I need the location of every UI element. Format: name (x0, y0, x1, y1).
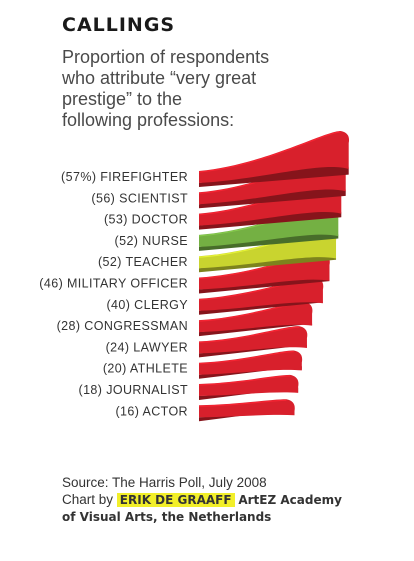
bar-highlight (198, 399, 287, 407)
chart-subtitle: Proportion of respondents who attribute … (62, 47, 302, 131)
bar-front-face (199, 131, 350, 183)
bar-highlight (198, 326, 299, 343)
bar-firefighter (198, 131, 350, 187)
category-label: (46) MILITARY OFFICER (39, 277, 188, 291)
bar-highlight (198, 375, 291, 386)
subtitle-line: prestige” to the (62, 89, 183, 109)
category-label: (20) ATHLETE (103, 362, 188, 376)
category-label: (16) ACTOR (115, 404, 188, 418)
bar-highlight (198, 131, 341, 173)
bar-clergy (198, 277, 324, 315)
bar-front-face (199, 277, 324, 311)
subtitle-line: Proportion of respondents (62, 47, 270, 67)
category-label: (52) NURSE (115, 234, 188, 248)
bar-front-face (199, 374, 299, 396)
institution-name: ArtEZ Academy (238, 493, 342, 507)
source-note: Source: The Harris Poll, July 2008 (62, 475, 267, 490)
author-name: ERIK DE GRAAFF (116, 493, 235, 507)
bar-highlight (198, 350, 294, 365)
bar-front-face (199, 326, 308, 354)
credit-prefix: Chart by (62, 492, 114, 507)
subtitle-line: following professions: (62, 110, 235, 130)
category-label: (52) TEACHER (98, 255, 188, 269)
bar-front-face (199, 301, 313, 333)
bar-athlete (198, 350, 303, 379)
bar-side-face (199, 321, 313, 337)
bar-lawyer (198, 326, 308, 358)
institution-location: of Visual Arts, the Netherlands (62, 510, 272, 524)
subtitle-line: who attribute “very great (62, 68, 257, 88)
category-label: (24) LAWYER (106, 340, 188, 354)
category-label: (18) JOURNALIST (79, 383, 189, 397)
category-label: (40) CLERGY (106, 298, 188, 312)
category-label: (56) SCIENTIST (91, 191, 188, 205)
bar-side-face (199, 298, 323, 315)
bar-side-face (199, 344, 307, 358)
bar-front-face (199, 399, 295, 418)
chart-title: CALLINGS (62, 14, 176, 36)
bar-actor (198, 399, 295, 422)
category-label: (28) CONGRESSMAN (57, 319, 188, 333)
bar-front-face (199, 350, 303, 375)
bar-journalist (198, 374, 299, 400)
category-label: (53) DOCTOR (104, 213, 188, 227)
chart-footer: Source: The Harris Poll, July 2008 Chart… (62, 474, 342, 526)
category-label: (57%) FIREFIGHTER (61, 170, 188, 184)
